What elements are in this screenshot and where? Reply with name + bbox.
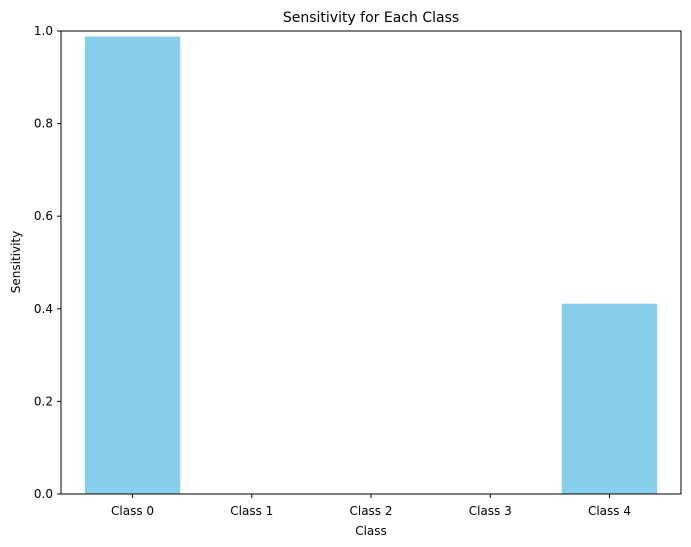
bars-group — [84, 36, 658, 494]
x-tick-label: Class 0 — [111, 504, 154, 518]
y-axis-ticks: 0.0 0.2 0.4 0.6 0.8 1.0 — [34, 24, 61, 501]
y-tick-label: 0.8 — [34, 117, 53, 131]
x-tick-label: Class 3 — [469, 504, 512, 518]
x-tick-label: Class 4 — [588, 504, 631, 518]
x-axis-label: Class — [355, 524, 387, 538]
y-axis-label: Sensitivity — [9, 231, 23, 293]
bar-class-0 — [84, 36, 181, 494]
chart-title: Sensitivity for Each Class — [283, 10, 459, 26]
y-tick-label: 0.4 — [34, 302, 53, 316]
y-tick-label: 0.2 — [34, 394, 53, 408]
y-tick-label: 0.0 — [34, 487, 53, 501]
plot-frame — [60, 30, 682, 495]
bar-class-4 — [561, 303, 658, 494]
y-tick-label: 0.6 — [34, 209, 53, 223]
x-axis-ticks: Class 0 Class 1 Class 2 Class 3 Class 4 — [111, 494, 631, 518]
x-tick-label: Class 1 — [230, 504, 273, 518]
x-tick-label: Class 2 — [349, 504, 392, 518]
y-tick-label: 1.0 — [34, 24, 53, 38]
